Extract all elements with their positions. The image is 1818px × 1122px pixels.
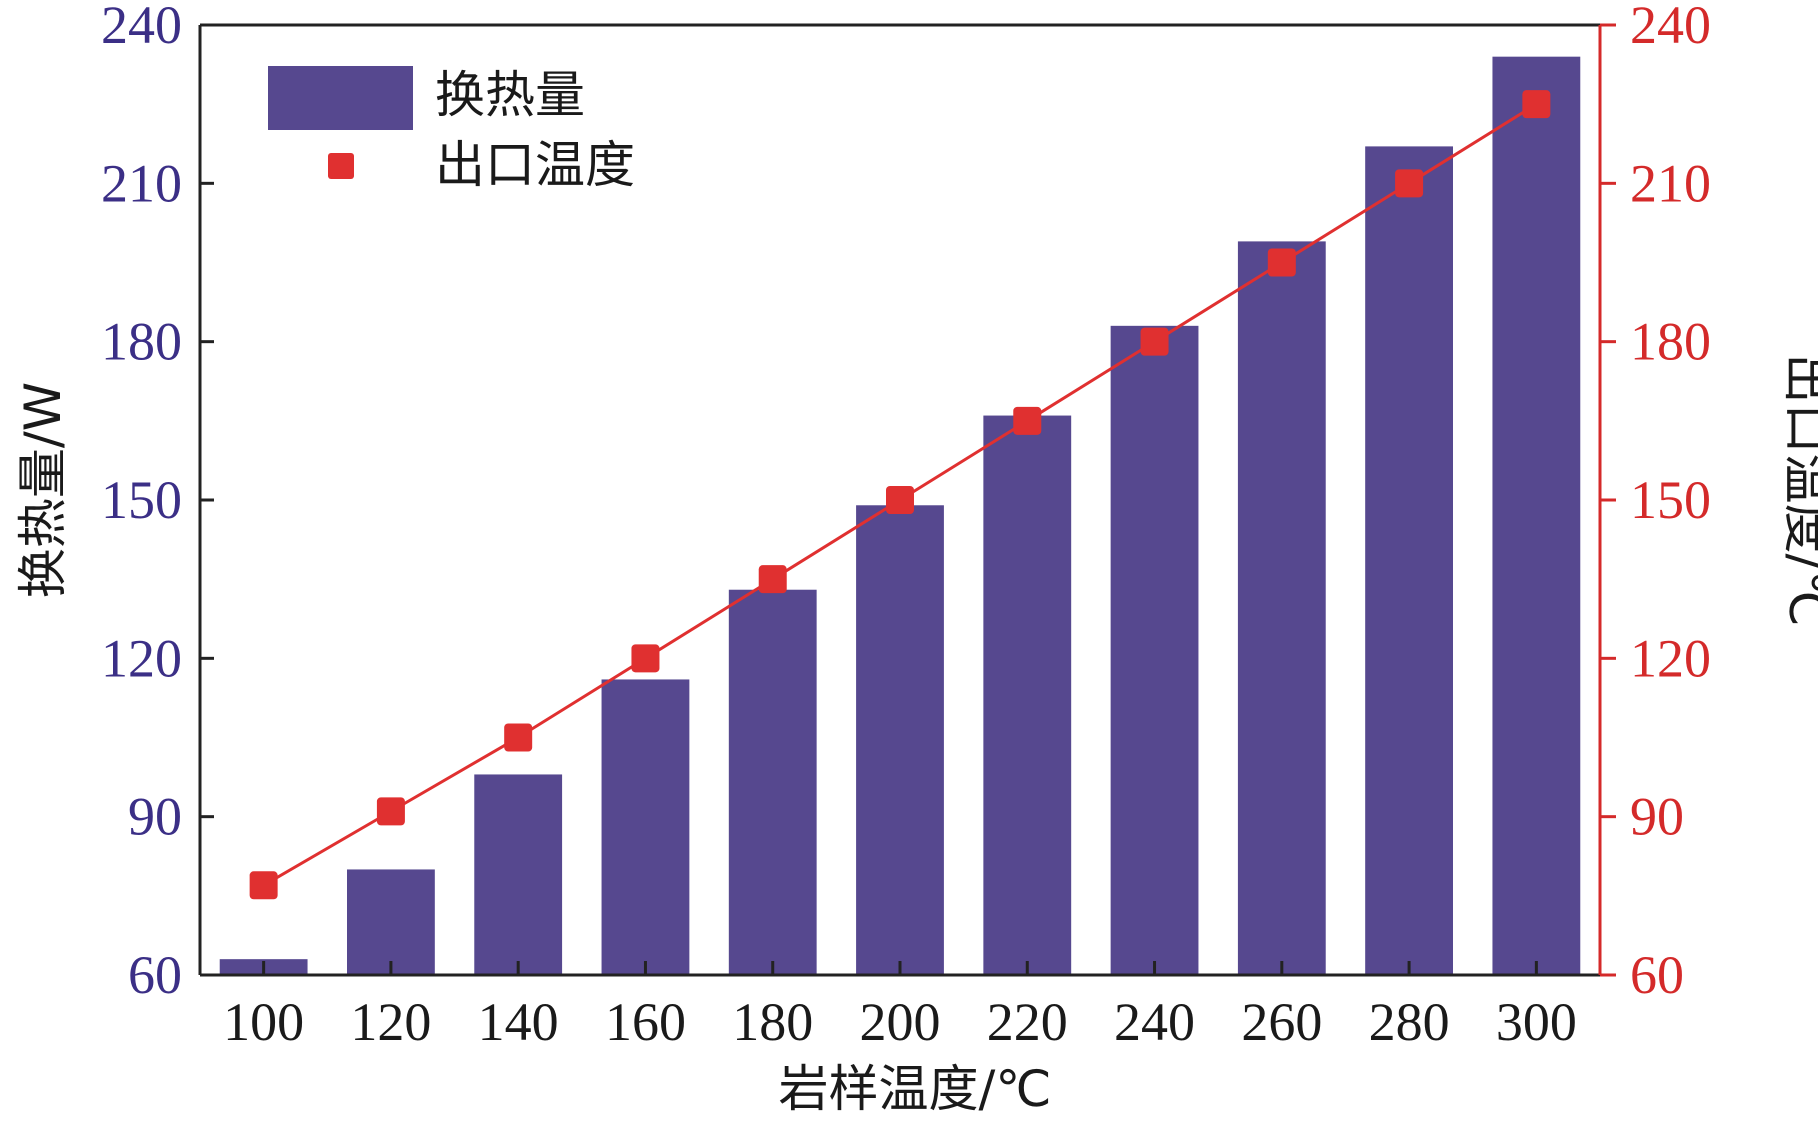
left-y-tick-label: 120 xyxy=(101,628,182,688)
point-180 xyxy=(758,565,787,594)
bar-140 xyxy=(474,774,563,975)
bar-180 xyxy=(728,589,817,975)
x-tick-label: 160 xyxy=(605,992,686,1052)
legend: 换热量 出口温度 xyxy=(268,66,635,194)
point-220 xyxy=(1013,406,1042,435)
bars-layer xyxy=(219,56,1581,975)
bar-280 xyxy=(1365,146,1453,975)
point-100 xyxy=(249,871,278,900)
left-y-tick-label: 180 xyxy=(101,312,182,372)
left-y-axis-title: 换热量/W xyxy=(14,382,72,598)
point-240 xyxy=(1140,327,1169,356)
right-y-tick-label: 180 xyxy=(1630,312,1711,372)
x-tick-label: 220 xyxy=(987,992,1068,1052)
point-200 xyxy=(886,486,914,514)
left-y-tick-label: 150 xyxy=(101,470,182,530)
bar-260 xyxy=(1237,241,1326,975)
x-tick-label: 200 xyxy=(860,992,941,1052)
legend-bar-label: 换热量 xyxy=(435,66,585,124)
x-axis-title: 岩样温度/℃ xyxy=(779,1060,1052,1118)
x-tick-label: 300 xyxy=(1496,992,1577,1052)
legend-line-label: 出口温度 xyxy=(435,136,635,194)
x-tick-label: 100 xyxy=(223,992,304,1052)
bar-200 xyxy=(856,505,944,975)
right-y-tick-label: 90 xyxy=(1630,787,1684,847)
right-y-axis-title: 出口温度/℃ xyxy=(1778,354,1818,627)
left-y-tick-label: 210 xyxy=(101,153,182,213)
point-140 xyxy=(504,723,533,752)
right-y-tick-label: 240 xyxy=(1630,0,1711,55)
left-y-tick-label: 60 xyxy=(128,945,182,1005)
x-tick-label: 260 xyxy=(1241,992,1322,1052)
axes-layer xyxy=(198,23,1616,977)
line-layer xyxy=(249,90,1551,900)
right-y-tick-labels: 60 90 120 150 180 210 240 xyxy=(1630,0,1711,1005)
right-y-tick-label: 60 xyxy=(1630,945,1684,1005)
point-120 xyxy=(376,797,405,826)
left-y-tick-label: 240 xyxy=(101,0,182,55)
legend-bar-swatch xyxy=(268,66,413,130)
x-tick-label: 280 xyxy=(1369,992,1450,1052)
right-y-tick-label: 150 xyxy=(1630,470,1711,530)
point-160 xyxy=(631,644,660,673)
bar-240 xyxy=(1110,325,1199,975)
x-tick-label: 180 xyxy=(732,992,813,1052)
bar-120 xyxy=(347,869,435,975)
left-y-tick-labels: 60 90 120 150 180 210 240 xyxy=(101,0,182,1005)
right-y-tick-label: 210 xyxy=(1630,153,1711,213)
x-tick-label: 140 xyxy=(478,992,559,1052)
point-300 xyxy=(1522,90,1551,119)
right-y-tick-label: 120 xyxy=(1630,628,1711,688)
x-tick-labels: 100 120 140 160 180 200 220 240 260 280 300 xyxy=(223,992,1577,1052)
point-280 xyxy=(1395,169,1424,198)
x-tick-label: 120 xyxy=(350,992,431,1052)
point-260 xyxy=(1267,248,1296,277)
bar-160 xyxy=(601,679,690,975)
legend-line-marker xyxy=(328,153,354,179)
left-y-tick-label: 90 xyxy=(128,787,182,847)
bar-300 xyxy=(1492,56,1581,975)
x-tick-label: 240 xyxy=(1114,992,1195,1052)
bar-220 xyxy=(983,415,1072,975)
